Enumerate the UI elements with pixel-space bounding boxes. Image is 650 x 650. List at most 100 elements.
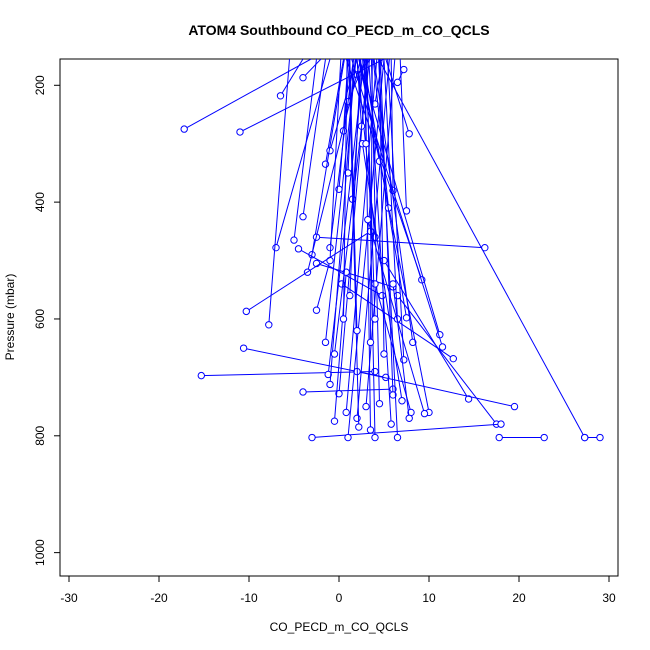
data-series xyxy=(180,59,312,133)
data-series xyxy=(378,59,589,442)
data-point xyxy=(299,388,307,396)
data-series xyxy=(272,59,331,252)
y-tick-label: 1000 xyxy=(33,539,47,566)
data-point xyxy=(510,402,519,411)
data-series xyxy=(365,59,379,323)
data-point xyxy=(497,420,505,428)
data-series xyxy=(399,59,411,215)
series-line xyxy=(275,59,331,248)
data-series xyxy=(495,433,548,442)
data-series xyxy=(362,59,411,322)
y-tick-label: 800 xyxy=(33,425,47,445)
x-tick-label: 30 xyxy=(602,591,616,605)
data-point xyxy=(330,417,339,425)
data-series xyxy=(321,59,357,347)
data-series xyxy=(379,59,388,358)
x-tick-label: -30 xyxy=(60,591,78,605)
data-point xyxy=(308,433,316,442)
series-line xyxy=(383,260,470,400)
y-tick-label: 600 xyxy=(33,309,47,329)
data-point xyxy=(353,326,361,335)
x-axis: -30 -20 -10 0 10 20 30 xyxy=(60,575,616,605)
series-line xyxy=(293,59,317,241)
data-point xyxy=(236,128,244,136)
data-series xyxy=(385,59,413,138)
data-point xyxy=(344,169,352,177)
data-series xyxy=(344,59,385,442)
data-point xyxy=(393,78,402,87)
series-line xyxy=(397,295,497,425)
data-series xyxy=(299,59,322,82)
data-series xyxy=(364,215,429,418)
data-point xyxy=(405,130,413,138)
series-line xyxy=(359,59,430,413)
data-series xyxy=(389,280,413,422)
data-point xyxy=(290,236,298,244)
data-point xyxy=(276,92,285,100)
data-point xyxy=(409,338,417,347)
data-point xyxy=(371,315,379,323)
data-series xyxy=(378,59,402,442)
data-point xyxy=(312,306,321,314)
series-line xyxy=(183,59,312,130)
data-point xyxy=(375,399,384,408)
series-line xyxy=(325,59,357,343)
data-point xyxy=(371,433,379,442)
series-line xyxy=(302,59,326,217)
data-series xyxy=(371,280,415,417)
series-line xyxy=(302,59,322,79)
series-line xyxy=(385,59,410,134)
data-point xyxy=(364,215,372,224)
chart-title: ATOM4 Southbound CO_PECD_m_CO_QCLS xyxy=(188,22,489,38)
series-line xyxy=(392,283,410,419)
data-point xyxy=(581,433,589,442)
data-point xyxy=(393,433,402,442)
series-line xyxy=(383,59,398,320)
data-point xyxy=(197,371,206,380)
series-line xyxy=(387,59,405,360)
series-line xyxy=(334,272,347,422)
data-point xyxy=(180,125,188,133)
data-series xyxy=(276,59,304,100)
data-point xyxy=(400,65,408,74)
data-point xyxy=(398,397,406,405)
series-line xyxy=(365,59,376,320)
data-series xyxy=(312,233,489,252)
data-point xyxy=(335,390,343,398)
y-tick-label: 400 xyxy=(33,192,47,212)
data-point xyxy=(299,213,307,221)
data-point xyxy=(344,433,352,442)
data-series xyxy=(330,59,371,358)
data-series xyxy=(312,59,342,314)
data-series xyxy=(290,59,317,244)
series-line xyxy=(361,143,403,401)
series-line xyxy=(378,59,398,438)
data-point xyxy=(265,321,273,329)
y-axis: 200 400 600 800 1000 xyxy=(33,75,61,566)
data-point xyxy=(389,280,397,288)
series-line xyxy=(280,59,304,97)
data-point xyxy=(540,433,548,442)
data-point xyxy=(242,307,251,316)
data-series xyxy=(362,59,396,411)
series-layer xyxy=(180,59,604,442)
series-line xyxy=(358,59,380,162)
series-line xyxy=(365,59,396,407)
series-line xyxy=(347,59,385,438)
x-tick-label: -20 xyxy=(150,591,168,605)
data-point xyxy=(330,350,339,358)
data-point xyxy=(380,256,388,265)
data-series xyxy=(239,344,390,382)
series-line xyxy=(351,59,443,348)
series-line xyxy=(201,371,376,377)
data-point xyxy=(380,350,388,358)
series-line xyxy=(347,59,354,173)
data-point xyxy=(326,380,334,389)
data-point xyxy=(402,314,411,322)
data-point xyxy=(299,73,307,82)
data-point xyxy=(362,402,370,411)
data-series xyxy=(299,59,326,221)
data-series xyxy=(351,59,447,351)
data-series xyxy=(308,420,505,442)
series-line xyxy=(368,59,392,425)
